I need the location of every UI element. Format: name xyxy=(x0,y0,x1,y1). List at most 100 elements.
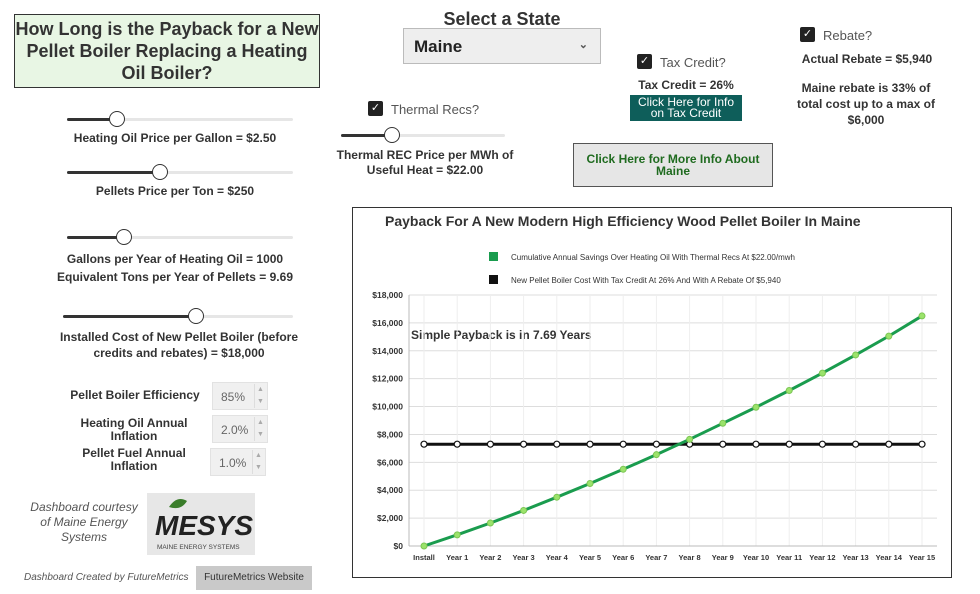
logo-text: MESYS xyxy=(155,510,253,541)
data-point-savings xyxy=(553,493,561,501)
y-tick-label: $0 xyxy=(394,541,404,551)
data-point-savings xyxy=(852,351,860,359)
chevron-down-icon: ⌄ xyxy=(578,39,588,51)
efficiency-label: Pellet Boiler Efficiency xyxy=(70,388,200,402)
thermal-rec-label: Thermal REC Price per MWh of Useful Heat… xyxy=(336,148,514,177)
data-point-cost xyxy=(852,440,860,448)
oil-inflation-value: 2.0% xyxy=(221,423,249,437)
data-point-cost xyxy=(586,440,594,448)
x-tick-label: Year 4 xyxy=(546,553,569,562)
rebate-label: Rebate? xyxy=(823,28,873,43)
y-tick-label: $12,000 xyxy=(372,374,403,384)
data-point-cost xyxy=(818,440,826,448)
gallons-label: Gallons per Year of Heating Oil = 1000 xyxy=(66,252,284,266)
efficiency-value: 85% xyxy=(221,390,246,404)
tax-credit-checkbox[interactable]: ✓ xyxy=(637,54,652,69)
x-tick-label: Year 12 xyxy=(809,553,835,562)
x-tick-label: Year 1 xyxy=(446,553,468,562)
slider-thumb[interactable] xyxy=(151,164,168,180)
install-cost-slider[interactable] xyxy=(63,308,293,324)
x-tick-label: Year 11 xyxy=(776,553,802,562)
futuremetrics-website-button[interactable]: FutureMetrics Website xyxy=(196,566,312,590)
rebate-checkbox[interactable]: ✓ xyxy=(800,27,815,42)
data-point-cost xyxy=(553,440,561,448)
slider-thumb[interactable] xyxy=(383,127,400,143)
data-point-savings xyxy=(785,387,793,395)
data-point-cost xyxy=(520,440,528,448)
payback-chart: Payback For A New Modern High Efficiency… xyxy=(352,207,952,578)
oil-inflation-input[interactable]: 2.0% ▲ ▼ xyxy=(212,415,268,443)
thermal-rec-slider[interactable] xyxy=(341,127,505,143)
logo-subtext: MAINE ENERGY SYSTEMS xyxy=(157,544,240,551)
x-tick-label: Install xyxy=(413,553,435,562)
created-by-text: Dashboard Created by FutureMetrics xyxy=(24,572,189,583)
x-tick-label: Year 6 xyxy=(612,553,634,562)
state-select-label: Select a State xyxy=(443,9,561,29)
data-point-cost xyxy=(453,440,461,448)
x-tick-label: Year 3 xyxy=(513,553,535,562)
data-point-savings xyxy=(818,369,826,377)
y-tick-label: $4,000 xyxy=(377,485,403,495)
data-point-cost xyxy=(918,440,926,448)
data-point-cost xyxy=(619,440,627,448)
data-point-cost xyxy=(885,440,893,448)
y-tick-label: $10,000 xyxy=(372,402,403,412)
slider-thumb[interactable] xyxy=(108,111,125,127)
data-point-cost xyxy=(420,440,428,448)
pellet-inflation-value: 1.0% xyxy=(219,456,247,470)
data-point-cost xyxy=(652,440,660,448)
pellet-price-label: Pellets Price per Ton = $250 xyxy=(95,184,255,198)
equivalent-tons-label: Equivalent Tons per Year of Pellets = 9.… xyxy=(57,270,293,284)
spin-up-icon[interactable]: ▲ xyxy=(254,417,266,429)
spin-down-icon[interactable]: ▼ xyxy=(254,429,266,441)
data-point-savings xyxy=(619,465,627,473)
data-point-cost xyxy=(752,440,760,448)
thermal-recs-label: Thermal Recs? xyxy=(391,102,480,117)
pellet-inflation-label: Pellet Fuel Annual Inflation xyxy=(82,446,186,473)
x-tick-label: Year 15 xyxy=(909,553,935,562)
x-tick-label: Year 14 xyxy=(876,553,903,562)
gallons-slider[interactable] xyxy=(67,229,293,245)
x-tick-label: Year 13 xyxy=(842,553,868,562)
pellet-price-slider[interactable] xyxy=(67,164,293,180)
y-tick-label: $18,000 xyxy=(372,290,403,300)
spin-down-icon[interactable]: ▼ xyxy=(252,462,264,474)
x-tick-label: Year 8 xyxy=(679,553,701,562)
oil-price-label: Heating Oil Price per Gallon = $2.50 xyxy=(73,131,277,145)
actual-rebate: Actual Rebate = $5,940 xyxy=(801,52,933,66)
legend-label-savings: Cumulative Annual Savings Over Heating O… xyxy=(511,253,795,262)
data-point-cost xyxy=(486,440,494,448)
y-tick-label: $14,000 xyxy=(372,346,403,356)
spin-up-icon[interactable]: ▲ xyxy=(254,384,266,396)
oil-inflation-label: Heating Oil Annual Inflation xyxy=(80,416,188,443)
data-point-cost xyxy=(785,440,793,448)
rebate-note: Maine rebate is 33% of total cost up to … xyxy=(796,81,935,127)
slider-thumb[interactable] xyxy=(188,308,205,324)
data-point-savings xyxy=(453,531,461,539)
legend-marker-savings xyxy=(489,252,498,261)
mesys-logo: MESYS MAINE ENERGY SYSTEMS xyxy=(147,493,255,555)
slider-thumb[interactable] xyxy=(115,229,132,245)
page-title: How Long is the Payback for a New Pellet… xyxy=(14,14,320,88)
courtesy-text: Dashboard courtesy of Maine Energy Syste… xyxy=(30,500,138,544)
state-select[interactable]: Maine ⌄ xyxy=(403,28,601,64)
data-point-savings xyxy=(420,542,428,550)
data-point-savings xyxy=(520,506,528,514)
spin-down-icon[interactable]: ▼ xyxy=(254,396,266,408)
payback-chart-svg: Payback For A New Modern High Efficiency… xyxy=(372,213,937,562)
spin-up-icon[interactable]: ▲ xyxy=(252,450,264,462)
y-tick-label: $6,000 xyxy=(377,457,403,467)
efficiency-input[interactable]: 85% ▲ ▼ xyxy=(212,382,268,410)
tax-credit-info-button[interactable]: Click Here for Info on Tax Credit xyxy=(630,95,742,121)
y-tick-label: $8,000 xyxy=(377,429,403,439)
more-info-button[interactable]: Click Here for More Info About Maine xyxy=(573,143,773,187)
x-tick-label: Year 9 xyxy=(712,553,734,562)
data-point-savings xyxy=(752,403,760,411)
data-point-cost xyxy=(719,440,727,448)
data-point-savings xyxy=(686,435,694,443)
x-tick-label: Year 10 xyxy=(743,553,769,562)
pellet-inflation-input[interactable]: 1.0% ▲ ▼ xyxy=(210,448,266,476)
oil-price-slider[interactable] xyxy=(67,111,293,127)
tax-credit-label: Tax Credit? xyxy=(660,55,726,70)
thermal-recs-checkbox[interactable]: ✓ xyxy=(368,101,383,116)
